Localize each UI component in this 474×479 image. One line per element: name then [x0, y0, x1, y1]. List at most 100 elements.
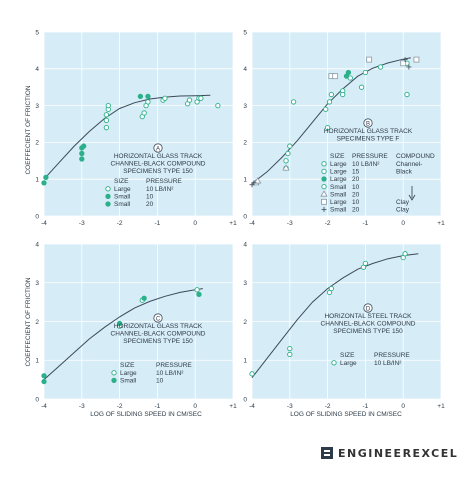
data-point	[145, 99, 151, 105]
legend-marker	[321, 183, 327, 190]
legend-header: SIZE	[114, 178, 129, 185]
x-tick-label: 0	[401, 403, 405, 410]
data-point	[406, 64, 412, 70]
data-point	[215, 102, 221, 109]
y-tick-label: 1	[243, 358, 247, 365]
x-axis-label: LOG OF SLIDING SPEED IN CM/SEC	[90, 411, 202, 418]
x-tick-label: -1	[155, 220, 161, 227]
legend-marker	[321, 176, 327, 182]
panel-note: SPECIMENS TYPE 150	[333, 328, 403, 335]
x-tick-label: 0	[401, 220, 405, 227]
x-tick-label: -2	[117, 403, 123, 410]
legend-pressure: 20	[352, 176, 360, 183]
panel-badge	[153, 143, 163, 153]
legend-header: PRESSURE	[374, 352, 410, 359]
brand-icon	[321, 447, 333, 459]
data-point	[194, 287, 200, 293]
fit-curve	[43, 288, 203, 380]
legend-pressure: 20	[352, 191, 360, 198]
x-tick-label: +1	[437, 403, 445, 410]
panel-note: HORIZONTAL GLASS TRACK	[114, 153, 203, 160]
panel-badge	[153, 313, 163, 323]
legend-marker	[111, 377, 117, 384]
data-point	[141, 295, 147, 301]
x-tick-label: -1	[155, 403, 161, 410]
legend-size: Large	[330, 161, 347, 168]
fit-curve	[43, 94, 211, 180]
legend-pressure: 10 LB/IN²	[374, 360, 402, 367]
legend-pressure: 10	[146, 194, 154, 201]
legend-size: Small	[330, 184, 347, 191]
x-axis-label: LOG OF SLIDING SPEED IN CM/SEC	[290, 411, 402, 418]
y-tick-label: 0	[35, 396, 39, 403]
legend-pressure: 10 LB/IN²	[156, 370, 184, 377]
legend-compound: Clay	[396, 199, 410, 206]
data-point	[366, 56, 373, 63]
legend-arrow	[408, 186, 416, 201]
data-point	[324, 125, 331, 131]
x-tick-label: 0	[193, 220, 197, 227]
data-point	[41, 180, 47, 186]
data-point	[323, 106, 329, 112]
panel-note: HORIZONTAL STEEL TRACK	[324, 313, 412, 320]
x-tick-label: +1	[437, 220, 445, 227]
y-tick-label: 2	[35, 319, 39, 326]
data-point	[41, 378, 47, 385]
x-tick-label: 0	[193, 403, 197, 410]
legend-marker	[321, 168, 327, 175]
panel-badge	[363, 118, 373, 128]
data-point	[251, 180, 257, 186]
x-tick-label: -3	[79, 403, 85, 410]
x-tick-label: +1	[229, 220, 237, 227]
data-point	[413, 56, 420, 63]
x-tick-label: -1	[363, 220, 369, 227]
data-point	[103, 112, 110, 118]
y-tick-label: 4	[243, 241, 247, 248]
legend-size: Small	[114, 194, 131, 201]
data-point	[116, 320, 123, 327]
panel-note: CHANNEL-BLACK COMPOUND	[111, 161, 206, 168]
legend-pressure: 20	[352, 207, 360, 214]
data-point	[340, 91, 346, 98]
legend-size: Small	[330, 207, 347, 214]
legend-pressure: 20	[146, 201, 154, 208]
y-tick-label: 1	[35, 358, 39, 365]
y-tick-label: 2	[243, 319, 247, 326]
data-point	[41, 373, 47, 379]
data-point	[253, 177, 262, 184]
y-tick-label: 4	[35, 241, 39, 248]
legend-marker	[105, 193, 111, 200]
data-point	[79, 150, 85, 157]
y-axis-label: COEFFECIENT OF FRICTION	[25, 85, 32, 174]
legend-compound: Clay	[396, 207, 410, 214]
legend-size: Large	[114, 186, 131, 193]
panel-letter: A	[156, 146, 160, 152]
panel-note: CHANNEL-BLACK COMPOUND	[111, 331, 206, 338]
data-point	[145, 93, 151, 100]
data-point	[79, 156, 85, 162]
brand-logo: ENGINEEREXCEL	[320, 442, 470, 464]
panel-note: SPECIMENS TYPE 150	[123, 338, 193, 345]
legend-marker	[105, 186, 111, 192]
data-point	[43, 174, 49, 181]
legend-compound: Black	[396, 169, 413, 176]
legend-pressure: 10	[352, 184, 360, 191]
legend-pressure: 10	[352, 199, 360, 206]
legend-marker	[320, 190, 328, 197]
x-tick-label: -2	[117, 220, 123, 227]
x-tick-label: -2	[325, 220, 331, 227]
x-tick-label: +1	[229, 403, 237, 410]
legend-marker	[331, 360, 337, 366]
y-tick-label: 0	[243, 396, 247, 403]
y-tick-label: 3	[243, 280, 247, 287]
data-point	[290, 99, 297, 105]
legend-header: SIZE	[340, 352, 355, 359]
panel-badge	[363, 303, 373, 313]
data-point	[377, 64, 384, 70]
legend-size: Large	[330, 176, 347, 183]
data-point	[402, 251, 408, 257]
